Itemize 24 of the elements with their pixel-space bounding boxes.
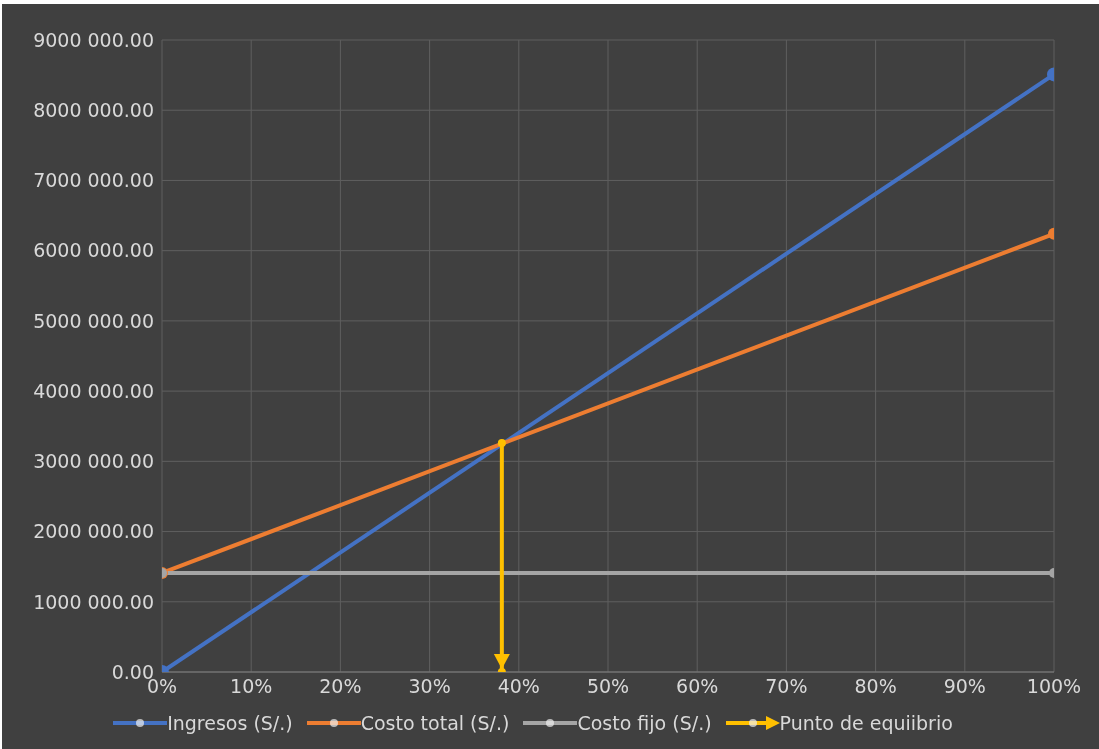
x-tick-label: 60% (676, 675, 719, 698)
legend-label: Punto de equiibrio (779, 712, 953, 734)
y-tick-label: 8000 000.00 (33, 98, 154, 121)
x-tick-label: 50% (586, 675, 630, 698)
x-tick-label: 30% (408, 675, 451, 698)
legend-label: Ingresos (S/.) (167, 712, 293, 734)
point (497, 439, 506, 448)
y-tick-label: 4000 000.00 (33, 379, 154, 402)
x-tick-label: 40% (497, 675, 540, 698)
x-tick-label: 90% (943, 675, 986, 698)
y-tick-label: 6000 000.00 (33, 239, 154, 262)
legend-label: Costo total (S/.) (360, 712, 510, 734)
y-tick-label: 3000 000.00 (33, 450, 154, 473)
y-tick-label: 9000 000.00 (33, 28, 154, 51)
x-tick-label: 100% (1026, 675, 1082, 698)
legend-label: Costo fijo (S/.) (577, 712, 712, 734)
y-tick-label: 1000 000.00 (33, 590, 154, 613)
x-tick-label: 10% (230, 675, 273, 698)
x-tick-label: 70% (765, 675, 808, 698)
x-tick-label: 20% (319, 675, 362, 698)
y-tick-label: 2000 000.00 (33, 520, 154, 543)
x-tick-label: 80% (854, 675, 897, 698)
y-tick-label: 5000 000.00 (33, 309, 154, 332)
y-tick-label: 7000 000.00 (33, 169, 154, 192)
